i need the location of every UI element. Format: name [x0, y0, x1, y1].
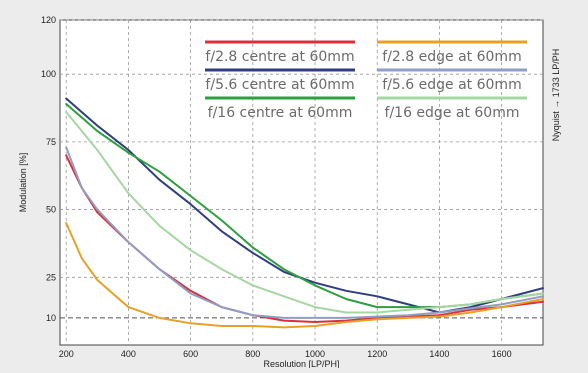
legend-label-3: f/16 centre at 60mm	[208, 105, 353, 121]
series-layer	[65, 97, 544, 329]
legend-label-4: f/2.8 edge at 60mm	[382, 49, 521, 65]
y-tick-label: 100	[41, 69, 56, 79]
legend-label-2: f/5.6 centre at 60mm	[205, 77, 354, 93]
y-tick-label: 10	[46, 313, 56, 323]
nyquist-label: Nyquist → 1733 LP/PH	[551, 49, 561, 142]
legend-label-1: f/2.8 centre at 60mm	[205, 49, 354, 65]
x-axis-title: Resolution [LP/PH]	[263, 359, 339, 368]
y-axis-title: Modulation [%]	[18, 153, 28, 213]
legend-label-5: f/5.6 edge at 60mm	[382, 77, 521, 93]
y-tick-label: 50	[46, 205, 56, 215]
x-tick-label: 400	[121, 349, 136, 359]
x-tick-label: 1400	[429, 349, 449, 359]
series-line-6	[65, 111, 544, 314]
y-tick-label: 25	[46, 272, 56, 282]
x-tick-label: 800	[245, 349, 260, 359]
tick-labels: 200 400 600 800 1000 1200 1400 1600 10 25 50 75 100 1…	[41, 15, 512, 359]
legend-label-6: f/16 edge at 60mm	[385, 105, 520, 121]
x-tick-label: 1600	[492, 349, 512, 359]
x-tick-label: 200	[59, 349, 74, 359]
series-line-4	[65, 222, 544, 329]
legend: f/2.8 centre at 60mm f/2.8 edge at 60mm f/…	[205, 40, 527, 121]
x-tick-label: 600	[183, 349, 198, 359]
series-line-5	[65, 146, 544, 319]
x-tick-label: 1000	[305, 349, 325, 359]
x-tick-label: 1200	[367, 349, 387, 359]
y-tick-label: 75	[46, 137, 56, 147]
y-tick-label: 120	[41, 15, 56, 25]
